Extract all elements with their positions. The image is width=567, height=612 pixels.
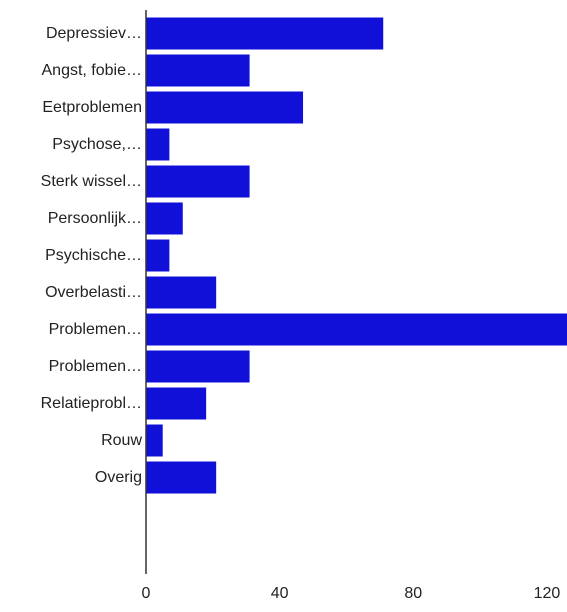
category-label: Relatieprobl… [41, 395, 142, 412]
x-tick-label: 40 [271, 585, 289, 602]
category-label: Overbelasti… [45, 284, 142, 301]
bar [146, 350, 250, 383]
category-label: Persoonlijk… [48, 210, 142, 227]
bar [146, 313, 567, 346]
bar [146, 165, 250, 198]
category-label: Psychose,… [52, 136, 142, 153]
bar [146, 202, 183, 235]
category-label: Sterk wissel… [41, 173, 142, 190]
bars-group [146, 17, 567, 494]
bar [146, 54, 250, 87]
bar [146, 461, 217, 494]
bar [146, 276, 217, 309]
bar [146, 424, 163, 457]
category-label: Depressiev… [46, 25, 142, 42]
x-tick-label: 120 [534, 585, 561, 602]
category-label: Rouw [101, 432, 142, 449]
category-label: Problemen… [49, 321, 142, 338]
x-tick-labels-group: 0 40 80 120 [142, 585, 561, 602]
category-label: Overig [95, 469, 142, 486]
bar [146, 91, 304, 124]
bar [146, 17, 384, 50]
category-label: Psychische… [45, 247, 142, 264]
bar [146, 128, 170, 161]
category-label: Problemen… [49, 358, 142, 375]
x-tick-label: 80 [404, 585, 422, 602]
bar [146, 239, 170, 272]
category-labels-group: Depressiev… Angst, fobie… Eetproblemen Psyc… [41, 25, 143, 486]
category-label: Angst, fobie… [42, 62, 143, 79]
bar [146, 387, 207, 420]
category-label: Eetproblemen [42, 99, 142, 116]
x-tick-label: 0 [142, 585, 151, 602]
